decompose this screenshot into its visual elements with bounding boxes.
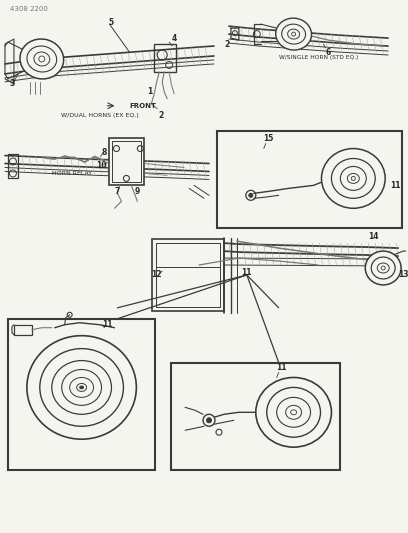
Text: W/SINGLE HORN (STD EQ.): W/SINGLE HORN (STD EQ.)	[279, 55, 358, 60]
Ellipse shape	[27, 336, 136, 439]
Bar	[152, 239, 224, 311]
Text: W/DUAL HORNS (EX EQ.): W/DUAL HORNS (EX EQ.)	[61, 113, 138, 118]
Bar	[171, 362, 340, 470]
Ellipse shape	[62, 369, 102, 405]
Ellipse shape	[371, 257, 395, 279]
Ellipse shape	[322, 149, 385, 208]
Bar	[154, 44, 176, 72]
Ellipse shape	[52, 360, 111, 414]
Text: 11: 11	[102, 320, 113, 329]
Ellipse shape	[365, 251, 401, 285]
Ellipse shape	[77, 383, 86, 391]
Ellipse shape	[70, 377, 93, 398]
Bar	[8, 319, 155, 470]
Text: 3: 3	[9, 79, 15, 88]
Bar	[217, 131, 402, 228]
Text: 13: 13	[398, 270, 408, 279]
Text: 14: 14	[368, 232, 379, 240]
Text: 8: 8	[102, 148, 107, 157]
Circle shape	[206, 418, 211, 423]
Text: 11: 11	[242, 269, 252, 278]
Text: 5: 5	[109, 18, 114, 27]
Bar	[113, 141, 141, 182]
Ellipse shape	[40, 349, 123, 426]
Text: 15: 15	[264, 134, 274, 143]
Bar	[14, 325, 32, 335]
Ellipse shape	[80, 386, 84, 389]
Ellipse shape	[276, 18, 312, 50]
Ellipse shape	[256, 377, 331, 447]
Ellipse shape	[331, 158, 375, 198]
Text: 11: 11	[390, 181, 400, 190]
Text: 2: 2	[224, 39, 230, 49]
Text: 12: 12	[151, 270, 162, 279]
Text: 4308 2200: 4308 2200	[10, 6, 48, 12]
Text: FRONT: FRONT	[129, 103, 156, 109]
Ellipse shape	[267, 387, 321, 437]
Text: 9: 9	[135, 187, 140, 196]
Text: 11: 11	[276, 363, 287, 372]
Bar	[156, 243, 220, 307]
Text: HORN RELAY: HORN RELAY	[51, 171, 92, 176]
Text: 2: 2	[159, 111, 164, 120]
Circle shape	[249, 193, 253, 197]
Ellipse shape	[277, 398, 310, 427]
Text: 4: 4	[171, 34, 177, 43]
Bar	[109, 138, 144, 185]
Text: 7: 7	[115, 187, 120, 196]
Text: 10: 10	[96, 161, 107, 170]
Text: 6: 6	[326, 47, 331, 56]
Ellipse shape	[286, 405, 302, 419]
Ellipse shape	[20, 39, 64, 79]
Circle shape	[203, 414, 215, 426]
Text: 1: 1	[146, 87, 152, 96]
Ellipse shape	[290, 410, 297, 415]
